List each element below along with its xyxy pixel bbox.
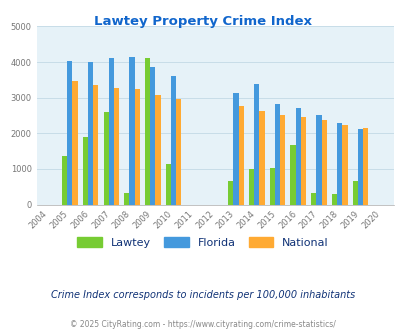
Bar [300,117,305,205]
Bar [295,108,300,205]
Bar [238,106,243,205]
Bar [129,57,134,205]
Bar [352,182,357,205]
Bar [145,58,150,205]
Legend: Lawtey, Florida, National: Lawtey, Florida, National [77,237,328,248]
Bar [171,76,176,205]
Bar [83,137,88,205]
Bar [134,89,140,205]
Bar [254,84,259,205]
Bar [165,164,171,205]
Bar [279,115,285,205]
Bar [311,193,315,205]
Bar [337,123,341,205]
Bar [315,115,321,205]
Bar [269,168,274,205]
Bar [357,129,362,205]
Bar [331,194,337,205]
Text: Lawtey Property Crime Index: Lawtey Property Crime Index [94,15,311,28]
Bar [124,193,129,205]
Bar [93,85,98,205]
Text: Crime Index corresponds to incidents per 100,000 inhabitants: Crime Index corresponds to incidents per… [51,290,354,300]
Bar [233,93,238,205]
Bar [362,128,367,205]
Bar [72,81,77,205]
Bar [248,169,254,205]
Bar [176,99,181,205]
Bar [341,125,347,205]
Bar [67,61,72,205]
Bar [103,112,109,205]
Bar [321,120,326,205]
Bar [274,104,279,205]
Bar [259,111,264,205]
Bar [228,182,233,205]
Bar [150,67,155,205]
Bar [109,58,114,205]
Bar [155,95,160,205]
Bar [114,88,119,205]
Bar [290,145,295,205]
Bar [62,156,67,205]
Text: © 2025 CityRating.com - https://www.cityrating.com/crime-statistics/: © 2025 CityRating.com - https://www.city… [70,320,335,329]
Bar [88,62,93,205]
